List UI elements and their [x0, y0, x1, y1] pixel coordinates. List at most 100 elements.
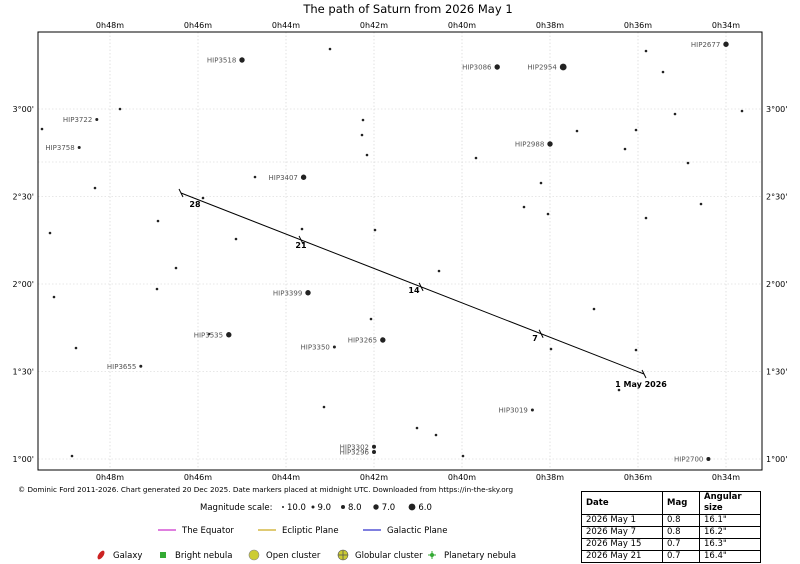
star: [437, 269, 441, 273]
magnitude-value: 6.0: [418, 503, 432, 513]
saturn-path: 1 May 2026 7 14 21 28: [178, 188, 667, 389]
table-header-mag: Mag: [662, 491, 700, 515]
star-point: [530, 408, 534, 412]
globular-cluster-icon: [337, 549, 349, 561]
path-tick: [298, 235, 304, 245]
star-label: HIP3019: [499, 407, 528, 415]
star-hip3535: HIP3535: [194, 331, 232, 339]
x-tick-label-top: 0h44m: [272, 21, 300, 30]
x-tick-label-top: 0h42m: [360, 21, 388, 30]
star-label: HIP3296: [340, 449, 370, 457]
y-tick-label-left: 2°00': [13, 280, 34, 289]
star-hip2988: HIP2988: [515, 141, 553, 149]
star: [369, 317, 373, 321]
legend-object-label: Open cluster: [266, 551, 321, 561]
saturn-path-line: [180, 192, 645, 375]
star: [207, 332, 211, 336]
x-tick-label-bottom: 0h36m: [624, 473, 652, 482]
star: [322, 405, 326, 409]
star: [644, 216, 648, 220]
path-tick: [538, 329, 544, 339]
star-hip2954: HIP2954: [527, 64, 567, 72]
table-row: 2026 May 1 0.8 16.1": [581, 514, 761, 527]
x-tick-label-bottom: 0h46m: [184, 473, 212, 482]
star-point: [226, 332, 232, 338]
star-hip3019: HIP3019: [499, 407, 534, 415]
star-point: [95, 118, 99, 121]
bright-nebula-icon: [160, 552, 166, 558]
x-tick-label-top: 0h46m: [184, 21, 212, 30]
star-label: HIP3302: [340, 443, 369, 451]
path-date-label: 28: [189, 200, 201, 209]
magnitude-dot: [311, 505, 315, 509]
y-axis-labels-right: 1°00' 1°30' 2°00' 2°30' 3°00': [766, 105, 787, 464]
path-tick: [178, 188, 184, 198]
star: [740, 109, 744, 113]
table-cell: 2026 May 7: [581, 526, 663, 539]
star: [118, 107, 122, 111]
star-hip2677: HIP2677: [691, 41, 729, 49]
star-point: [300, 174, 307, 180]
y-tick-label-right: 2°00': [766, 280, 787, 289]
star: [93, 186, 97, 190]
magnitude-value: 10.0: [287, 503, 306, 513]
star-label: HIP3265: [348, 337, 377, 345]
star: [686, 161, 690, 165]
path-date-label: 1 May 2026: [615, 380, 667, 389]
table-cell: 0.7: [662, 538, 700, 551]
star: [699, 202, 703, 206]
table-cell: 16.4": [699, 550, 761, 563]
legend-objects: Galaxy Bright nebula Open cluster Globular …: [97, 549, 516, 561]
star-hip3350: HIP3350: [301, 344, 336, 352]
chart-frame: [37, 31, 763, 471]
star-label: HIP3518: [207, 57, 236, 65]
named-stars: HIP2677 HIP3518 HIP3086 HIP2954 HIP3722 HIP37…: [45, 41, 729, 464]
magnitude-scale-label: Magnitude scale:: [200, 503, 273, 513]
open-cluster-icon: [248, 549, 260, 561]
star: [434, 433, 438, 437]
star: [415, 426, 419, 430]
x-tick-label-top: 0h48m: [96, 21, 124, 30]
star-point: [139, 364, 143, 368]
legend-object-label: Galaxy: [113, 551, 142, 561]
legend-line-label: Galactic Plane: [387, 526, 447, 536]
star-point: [380, 337, 386, 343]
star-label: HIP2677: [691, 41, 720, 49]
x-axis-labels-top: 0h48m 0h46m 0h44m 0h42m 0h40m 0h38m 0h36m 0h34m: [96, 21, 740, 30]
star-point: [77, 146, 81, 149]
star: [360, 133, 364, 137]
table-cell: 0.8: [662, 526, 700, 539]
path-tick: [418, 282, 424, 292]
star: [48, 231, 52, 235]
star: [673, 112, 677, 116]
table-header-date: Date: [581, 491, 663, 515]
magnitude-dot: [341, 505, 345, 509]
y-tick-label-left: 2°30': [13, 193, 34, 202]
saturn-data-table: Date Mag Angular size 2026 May 1 0.8 16.…: [581, 491, 761, 563]
legend-object-label: Planetary nebula: [444, 551, 516, 561]
legend-object-label: Bright nebula: [175, 551, 232, 561]
star-hip2700: HIP2700: [674, 456, 711, 464]
table-cell: 2026 May 21: [581, 550, 663, 563]
x-tick-label-top: 0h38m: [536, 21, 564, 30]
star: [522, 205, 526, 209]
star-hip3655: HIP3655: [107, 363, 143, 371]
x-tick-label-bottom: 0h42m: [360, 473, 388, 482]
star: [546, 212, 550, 216]
table-cell: 0.7: [662, 550, 700, 563]
star: [592, 307, 596, 311]
star: [634, 348, 638, 352]
star-label: HIP3086: [462, 64, 492, 72]
planetary-nebula-icon: [428, 551, 436, 559]
star: [74, 346, 78, 350]
star: [373, 228, 377, 232]
star: [253, 175, 257, 179]
star: [644, 49, 648, 53]
y-tick-label-right: 1°30': [766, 368, 787, 377]
star: [40, 127, 44, 131]
star-point: [305, 290, 311, 296]
star-label: HIP2700: [674, 456, 703, 464]
star: [234, 237, 238, 241]
background-stars: [40, 47, 744, 458]
star: [549, 347, 553, 351]
